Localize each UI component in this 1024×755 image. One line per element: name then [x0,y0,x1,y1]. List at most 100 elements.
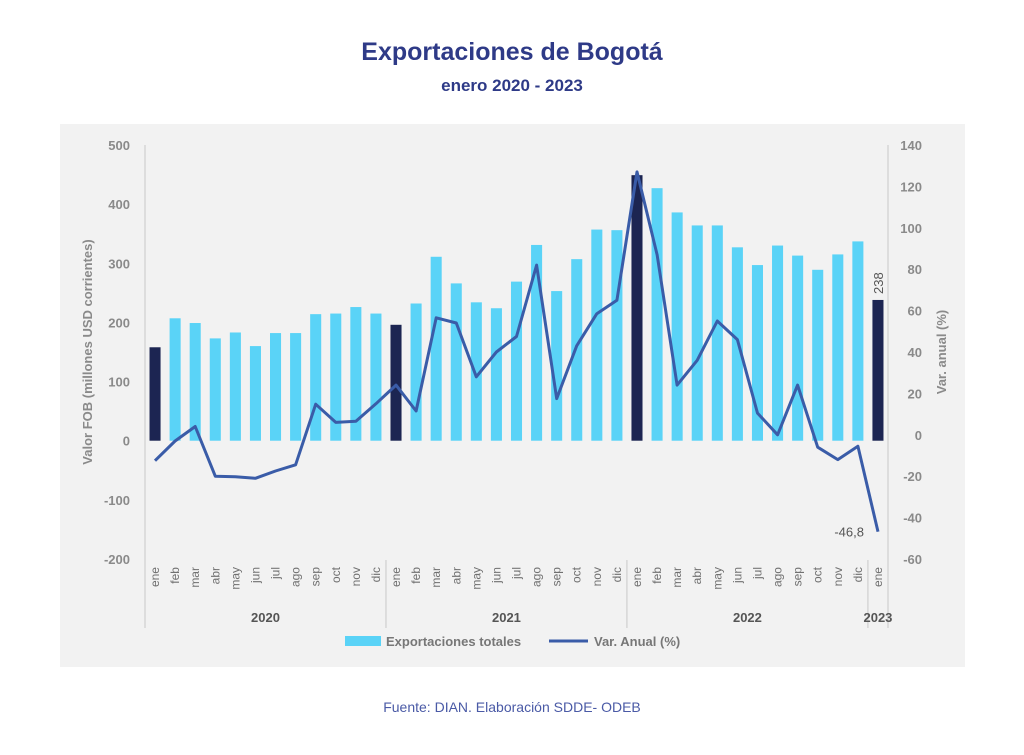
bar [490,308,502,441]
bar [290,333,302,441]
line-series [153,170,880,533]
bar [671,212,683,441]
bar [872,299,884,441]
month-label: oct [329,566,343,583]
bar [591,229,603,441]
month-label: nov [349,567,363,586]
bar [812,269,824,441]
month-label: feb [168,567,182,584]
month-label: may [469,567,483,590]
right-tick-label: 60 [908,304,922,319]
bar-data-label: 238 [871,272,886,294]
month-label: ene [148,567,162,587]
chart-title: Exportaciones de Bogotá [361,38,663,66]
bar [270,333,282,441]
month-label: feb [409,567,423,584]
right-axis-ticks: 140 120 100 80 60 40 20 0 -20 -40 -60 [900,138,922,567]
bar [551,291,563,441]
bar [571,259,583,441]
legend-bar-label: Exportaciones totales [386,634,521,649]
bar [169,318,181,441]
right-tick-label: 100 [900,221,922,236]
source-note: Fuente: DIAN. Elaboración SDDE- ODEB [383,699,641,715]
axis-lines [144,145,889,628]
bar [390,324,402,441]
right-axis-title: Var. anual (%) [934,310,949,395]
bar [370,313,382,441]
data-labels: 238 -46,8 [834,272,886,539]
month-label: abr [208,567,222,584]
right-tick-label: -60 [903,552,922,567]
month-label: oct [811,566,825,583]
chart-legend: Exportaciones totales Var. Anual (%) [345,634,680,649]
month-label: jun [489,567,503,584]
month-label: dic [851,567,865,582]
bar [410,303,422,441]
month-label: sep [550,567,564,587]
year-labels: 2020 2021 2022 2023 [251,610,892,625]
month-label: mar [188,567,202,588]
left-tick-label: 400 [108,197,130,212]
bar [651,188,663,441]
bar [711,225,723,441]
line-data-label: -46,8 [834,525,864,540]
bar [310,314,322,441]
left-tick-label: -200 [104,552,130,567]
bar [832,254,844,441]
month-label: may [228,567,242,590]
month-label: jun [248,567,262,584]
bar [792,255,804,441]
bar [189,323,201,441]
month-label: mar [670,567,684,588]
bar [229,332,241,441]
month-label: ene [871,567,885,587]
month-label: ene [389,567,403,587]
legend-bar-swatch [345,636,381,646]
month-label: ene [630,567,644,587]
left-tick-label: 200 [108,315,130,330]
month-label: mar [429,567,443,588]
month-label: jul [750,567,764,580]
right-tick-label: 20 [908,386,922,401]
year-label: 2020 [251,610,280,625]
month-label: jul [510,567,524,580]
bar [430,256,442,441]
bar [350,307,362,441]
month-label: feb [650,567,664,584]
right-tick-label: -20 [903,469,922,484]
bar [330,313,342,441]
month-label: dic [369,567,383,582]
bar [450,283,462,441]
right-tick-label: 0 [915,428,922,443]
year-label: 2022 [733,610,762,625]
bar-series [149,175,884,441]
month-label: sep [791,567,805,587]
bar [470,302,482,441]
month-label: ago [771,567,785,587]
bar [631,175,643,441]
month-label: abr [449,567,463,584]
right-tick-label: -40 [903,511,922,526]
month-label: ago [530,567,544,587]
month-label: may [710,567,724,590]
month-label: nov [831,567,845,586]
month-label: nov [590,567,604,586]
left-tick-label: 500 [108,138,130,153]
month-label: jun [730,567,744,584]
bar [611,230,623,441]
month-label: jul [269,567,283,580]
month-label: sep [309,567,323,587]
month-label: ago [289,567,303,587]
bar [209,338,221,441]
month-label: dic [610,567,624,582]
right-tick-label: 40 [908,345,922,360]
left-tick-label: 100 [108,375,130,390]
right-tick-label: 120 [900,179,922,194]
left-tick-label: -100 [104,493,130,508]
left-tick-label: 300 [108,256,130,271]
left-axis-ticks: 500 400 300 200 100 0 -100 -200 [104,138,130,567]
bar [852,241,864,441]
legend-line-label: Var. Anual (%) [594,634,680,649]
month-labels: ene feb mar abr may jun jul ago sep oct nov dic ene f… [148,566,885,589]
